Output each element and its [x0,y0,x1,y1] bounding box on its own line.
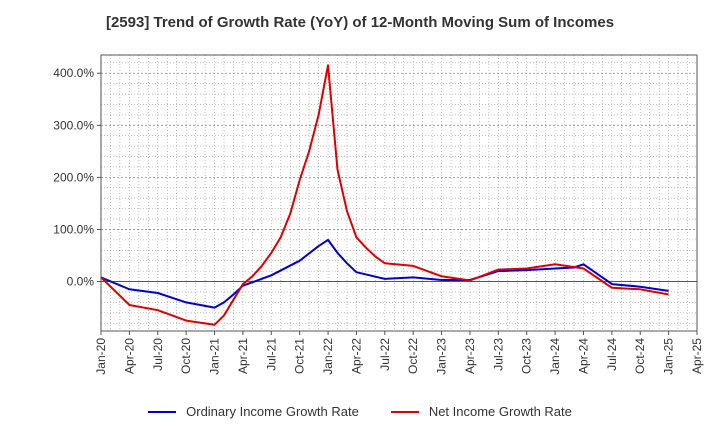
x-tick-label: Apr-21 [236,338,250,374]
y-tick-label: 400.0% [53,66,94,80]
x-tick-label: Oct-21 [293,338,307,374]
series-line-0 [100,238,669,309]
x-tick-label: Jan-20 [94,338,108,375]
x-tick-label: Jan-23 [435,338,449,375]
x-tick-label: Oct-22 [406,338,420,374]
x-tick-label: Oct-24 [633,338,647,374]
x-tick-label: Apr-25 [690,338,704,374]
chart-title: [2593] Trend of Growth Rate (YoY) of 12-… [105,14,615,31]
y-tick-label: 0.0% [67,275,95,289]
legend-swatch-net [390,410,419,413]
y-tick-label: 300.0% [53,118,94,132]
legend-swatch-ordinary [148,410,177,413]
x-tick-label: Jan-25 [662,338,676,375]
x-tick-label: Jul-23 [491,338,505,371]
legend-label-net: Net Income Growth Rate [428,404,572,419]
x-tick-label: Apr-24 [576,338,590,374]
x-tick-label: Jul-22 [378,338,392,371]
x-tick-label: Oct-20 [179,338,193,374]
x-tick-label: Apr-20 [122,338,136,374]
chart-legend: Ordinary Income Growth Rate Net Income G… [0,404,720,419]
series-line-1 [100,64,669,326]
x-tick-label: Jul-24 [605,338,619,371]
y-tick-label: 200.0% [53,170,94,184]
axis-layer: 0.0% 100.0% 200.0% 300.0% 400.0% Jan-20 Apr-20… [53,54,704,375]
x-tick-label: Jul-21 [264,338,278,371]
plot-frame [100,54,698,332]
x-tick-label: Apr-23 [463,338,477,374]
x-tick-label: Apr-22 [349,338,363,374]
series-layer [100,64,669,326]
y-tick-label: 100.0% [53,222,94,236]
x-tick-label: Jul-20 [151,338,165,371]
legend-item-ordinary: Ordinary Income Growth Rate [148,404,359,419]
x-tick-label: Jan-22 [321,338,335,375]
legend-label-ordinary: Ordinary Income Growth Rate [186,404,359,419]
x-tick-label: Jan-21 [208,338,222,375]
x-tick-label: Oct-23 [520,338,534,374]
x-tick-label: Jan-24 [548,338,562,375]
legend-item-net: Net Income Growth Rate [390,404,572,419]
grid-layer [101,55,697,331]
